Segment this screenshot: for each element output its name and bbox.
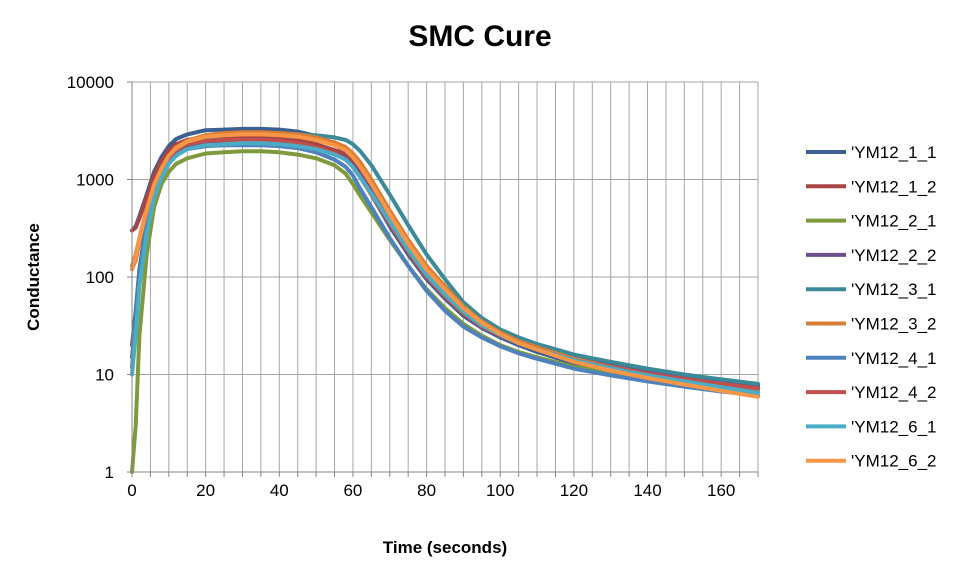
y-axis-title: Conductance bbox=[24, 223, 43, 331]
x-tick-label: 0 bbox=[127, 481, 136, 500]
legend-label: 'YM12_6_2 bbox=[851, 452, 936, 471]
x-tick-label: 100 bbox=[486, 481, 514, 500]
legend-item: 'YM12_3_2 bbox=[806, 315, 936, 334]
legend-label: 'YM12_2_1 bbox=[851, 212, 936, 231]
chart-title: SMC Cure bbox=[408, 20, 551, 53]
legend-item: 'YM12_1_2 bbox=[806, 177, 936, 196]
x-tick-label: 80 bbox=[417, 481, 436, 500]
axes bbox=[127, 81, 759, 477]
series-lines bbox=[130, 126, 760, 474]
x-tick-label: 140 bbox=[633, 481, 661, 500]
legend-label: 'YM12_4_1 bbox=[851, 349, 936, 368]
legend-item: 'YM12_6_2 bbox=[806, 452, 936, 471]
x-axis-title: Time (seconds) bbox=[383, 538, 507, 557]
legend-item: 'YM12_2_1 bbox=[806, 212, 936, 231]
legend-item: 'YM12_2_2 bbox=[806, 246, 936, 265]
legend-label: 'YM12_2_2 bbox=[851, 246, 936, 265]
legend-item: 'YM12_4_1 bbox=[806, 349, 936, 368]
x-tick-label: 160 bbox=[707, 481, 735, 500]
tick-labels: 0 20 40 60 80 100 120 140 160 1 10 100 1000 10000 bbox=[67, 73, 736, 500]
legend-item: 'YM12_6_1 bbox=[806, 417, 936, 436]
legend-label: 'YM12_6_1 bbox=[851, 417, 936, 436]
legend-item: 'YM12_3_1 bbox=[806, 280, 936, 299]
x-tick-label: 120 bbox=[560, 481, 588, 500]
x-tick-label: 40 bbox=[270, 481, 289, 500]
legend-label: 'YM12_1_1 bbox=[851, 143, 936, 162]
legend-label: 'YM12_3_1 bbox=[851, 280, 936, 299]
y-tick-label: 100 bbox=[86, 268, 114, 287]
legend-label: 'YM12_4_2 bbox=[851, 383, 936, 402]
legend: 'YM12_1_1 'YM12_1_2 'YM12_2_1 'YM12_2_2 'YM1… bbox=[806, 143, 936, 471]
x-tick-label: 60 bbox=[343, 481, 362, 500]
legend-item: 'YM12_4_2 bbox=[806, 383, 936, 402]
series-line bbox=[130, 132, 760, 399]
y-tick-label: 10 bbox=[95, 366, 114, 385]
legend-label: 'YM12_3_2 bbox=[851, 315, 936, 334]
x-tick-label: 20 bbox=[196, 481, 215, 500]
legend-label: 'YM12_1_2 bbox=[851, 177, 936, 196]
legend-item: 'YM12_1_1 bbox=[806, 143, 936, 162]
y-tick-label: 10000 bbox=[67, 73, 114, 92]
y-tick-label: 1 bbox=[105, 463, 114, 482]
y-tick-label: 1000 bbox=[76, 171, 114, 190]
